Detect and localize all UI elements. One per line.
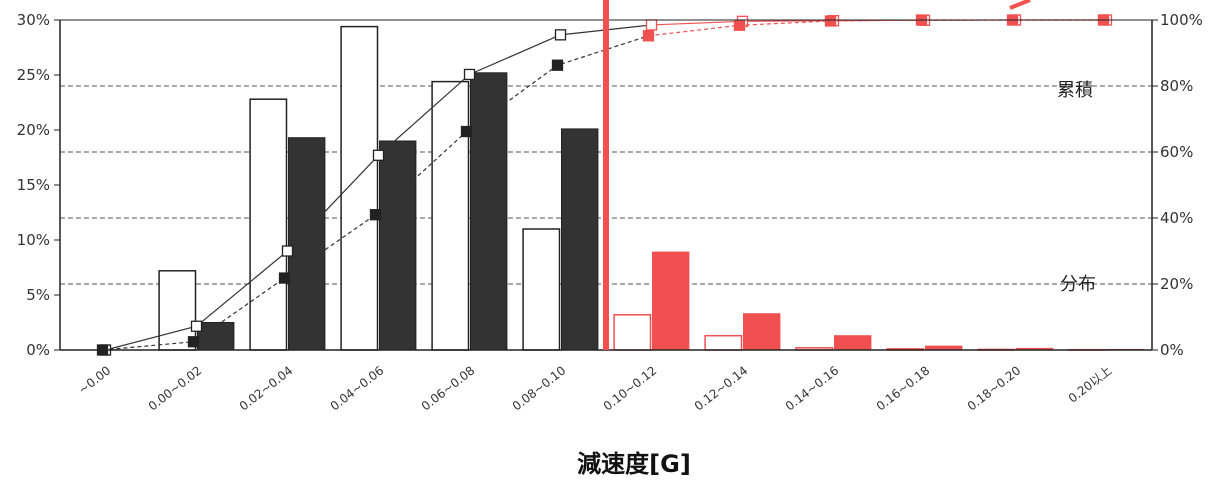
black-cumulative-marker-1 xyxy=(187,336,200,348)
bar-black-4 xyxy=(470,72,508,351)
black-cumulative-marker-5 xyxy=(551,59,564,71)
bar-white-7 xyxy=(704,334,743,351)
bar-black-3 xyxy=(379,140,417,351)
bar-white-2 xyxy=(249,98,288,351)
y-left-tick-label: 0% xyxy=(26,341,50,359)
bar-white-5 xyxy=(522,228,561,351)
y-left-tick-label: 5% xyxy=(26,286,50,304)
black-cumulative-marker-2 xyxy=(278,272,291,284)
x-axis-label: 減速度[G] xyxy=(577,450,691,478)
y-right-ticks: 0% 20% 40% 60% 80% 100% xyxy=(1152,11,1203,359)
y-right-tick-label: 0% xyxy=(1160,341,1184,359)
y-right-tick-label: 40% xyxy=(1160,209,1193,227)
white-cumulative-marker-5 xyxy=(554,29,567,41)
y-right-tick-label: 20% xyxy=(1160,275,1193,293)
y-left-ticks: 0% 5% 10% 15% 20% 25% 30% xyxy=(17,11,60,359)
x-tick-label: 0.06~0.08 xyxy=(419,363,478,413)
x-tick-label: 0.02~0.04 xyxy=(237,363,296,413)
y-left-tick-label: 15% xyxy=(17,176,50,194)
axes xyxy=(59,0,1153,351)
x-tick-label: 0.20以上 xyxy=(1066,363,1115,405)
threshold-line xyxy=(603,0,609,350)
y-left-tick-label: 20% xyxy=(17,121,50,139)
y-left-tick-label: 25% xyxy=(17,66,50,84)
annotation-pointer xyxy=(1009,0,1031,10)
bar-marks xyxy=(158,25,1145,351)
y-right-tick-label: 100% xyxy=(1160,11,1203,29)
white-cumulative-marker-1 xyxy=(190,320,203,332)
bar-black-1 xyxy=(197,322,235,351)
x-tick-label: 0.12~0.14 xyxy=(692,363,751,413)
annotation-distribution: 分布 xyxy=(1060,274,1096,295)
white-cumulative-marker-6 xyxy=(645,19,658,31)
x-tick-label: ~0.00 xyxy=(76,363,114,397)
x-tick-label: 0.18~0.20 xyxy=(965,363,1024,413)
bar-black-5 xyxy=(561,128,599,351)
y-right-tick-label: 80% xyxy=(1160,77,1193,95)
black-cumulative-marker-3 xyxy=(369,209,382,221)
y-right-tick-label: 60% xyxy=(1160,143,1193,161)
x-tick-label: 0.00~0.02 xyxy=(146,363,205,413)
x-tick-label: 0.16~0.18 xyxy=(874,363,933,413)
x-tick-label: 0.14~0.16 xyxy=(783,363,842,413)
white-cumulative-marker-4 xyxy=(463,68,476,81)
bar-white-3 xyxy=(340,25,379,351)
x-tick-labels: ~0.00 0.00~0.02 0.02~0.04 0.04~0.06 0.06~0.0… xyxy=(76,363,1115,413)
black-cumulative-marker-7 xyxy=(733,19,746,31)
y-left-tick-label: 10% xyxy=(17,231,50,249)
bar-black-7 xyxy=(743,313,781,351)
bar-white-4 xyxy=(431,80,470,351)
y-left-tick-label: 30% xyxy=(17,11,50,29)
bar-black-6 xyxy=(652,251,690,351)
x-tick-label: 0.10~0.12 xyxy=(601,363,660,413)
white-cumulative-marker-3 xyxy=(372,149,385,161)
annotation-cumulative: 累積 xyxy=(1057,80,1093,101)
x-tick-label: 0.08~0.10 xyxy=(510,363,569,413)
bar-white-6 xyxy=(613,314,652,351)
black-cumulative-marker-6 xyxy=(642,30,655,42)
white-cumulative-marker-2 xyxy=(281,245,294,257)
x-tick-label: 0.04~0.06 xyxy=(328,363,387,413)
black-cumulative-marker-8 xyxy=(824,15,837,27)
bar-black-8 xyxy=(834,335,872,351)
black-cumulative-marker-4 xyxy=(460,125,473,138)
